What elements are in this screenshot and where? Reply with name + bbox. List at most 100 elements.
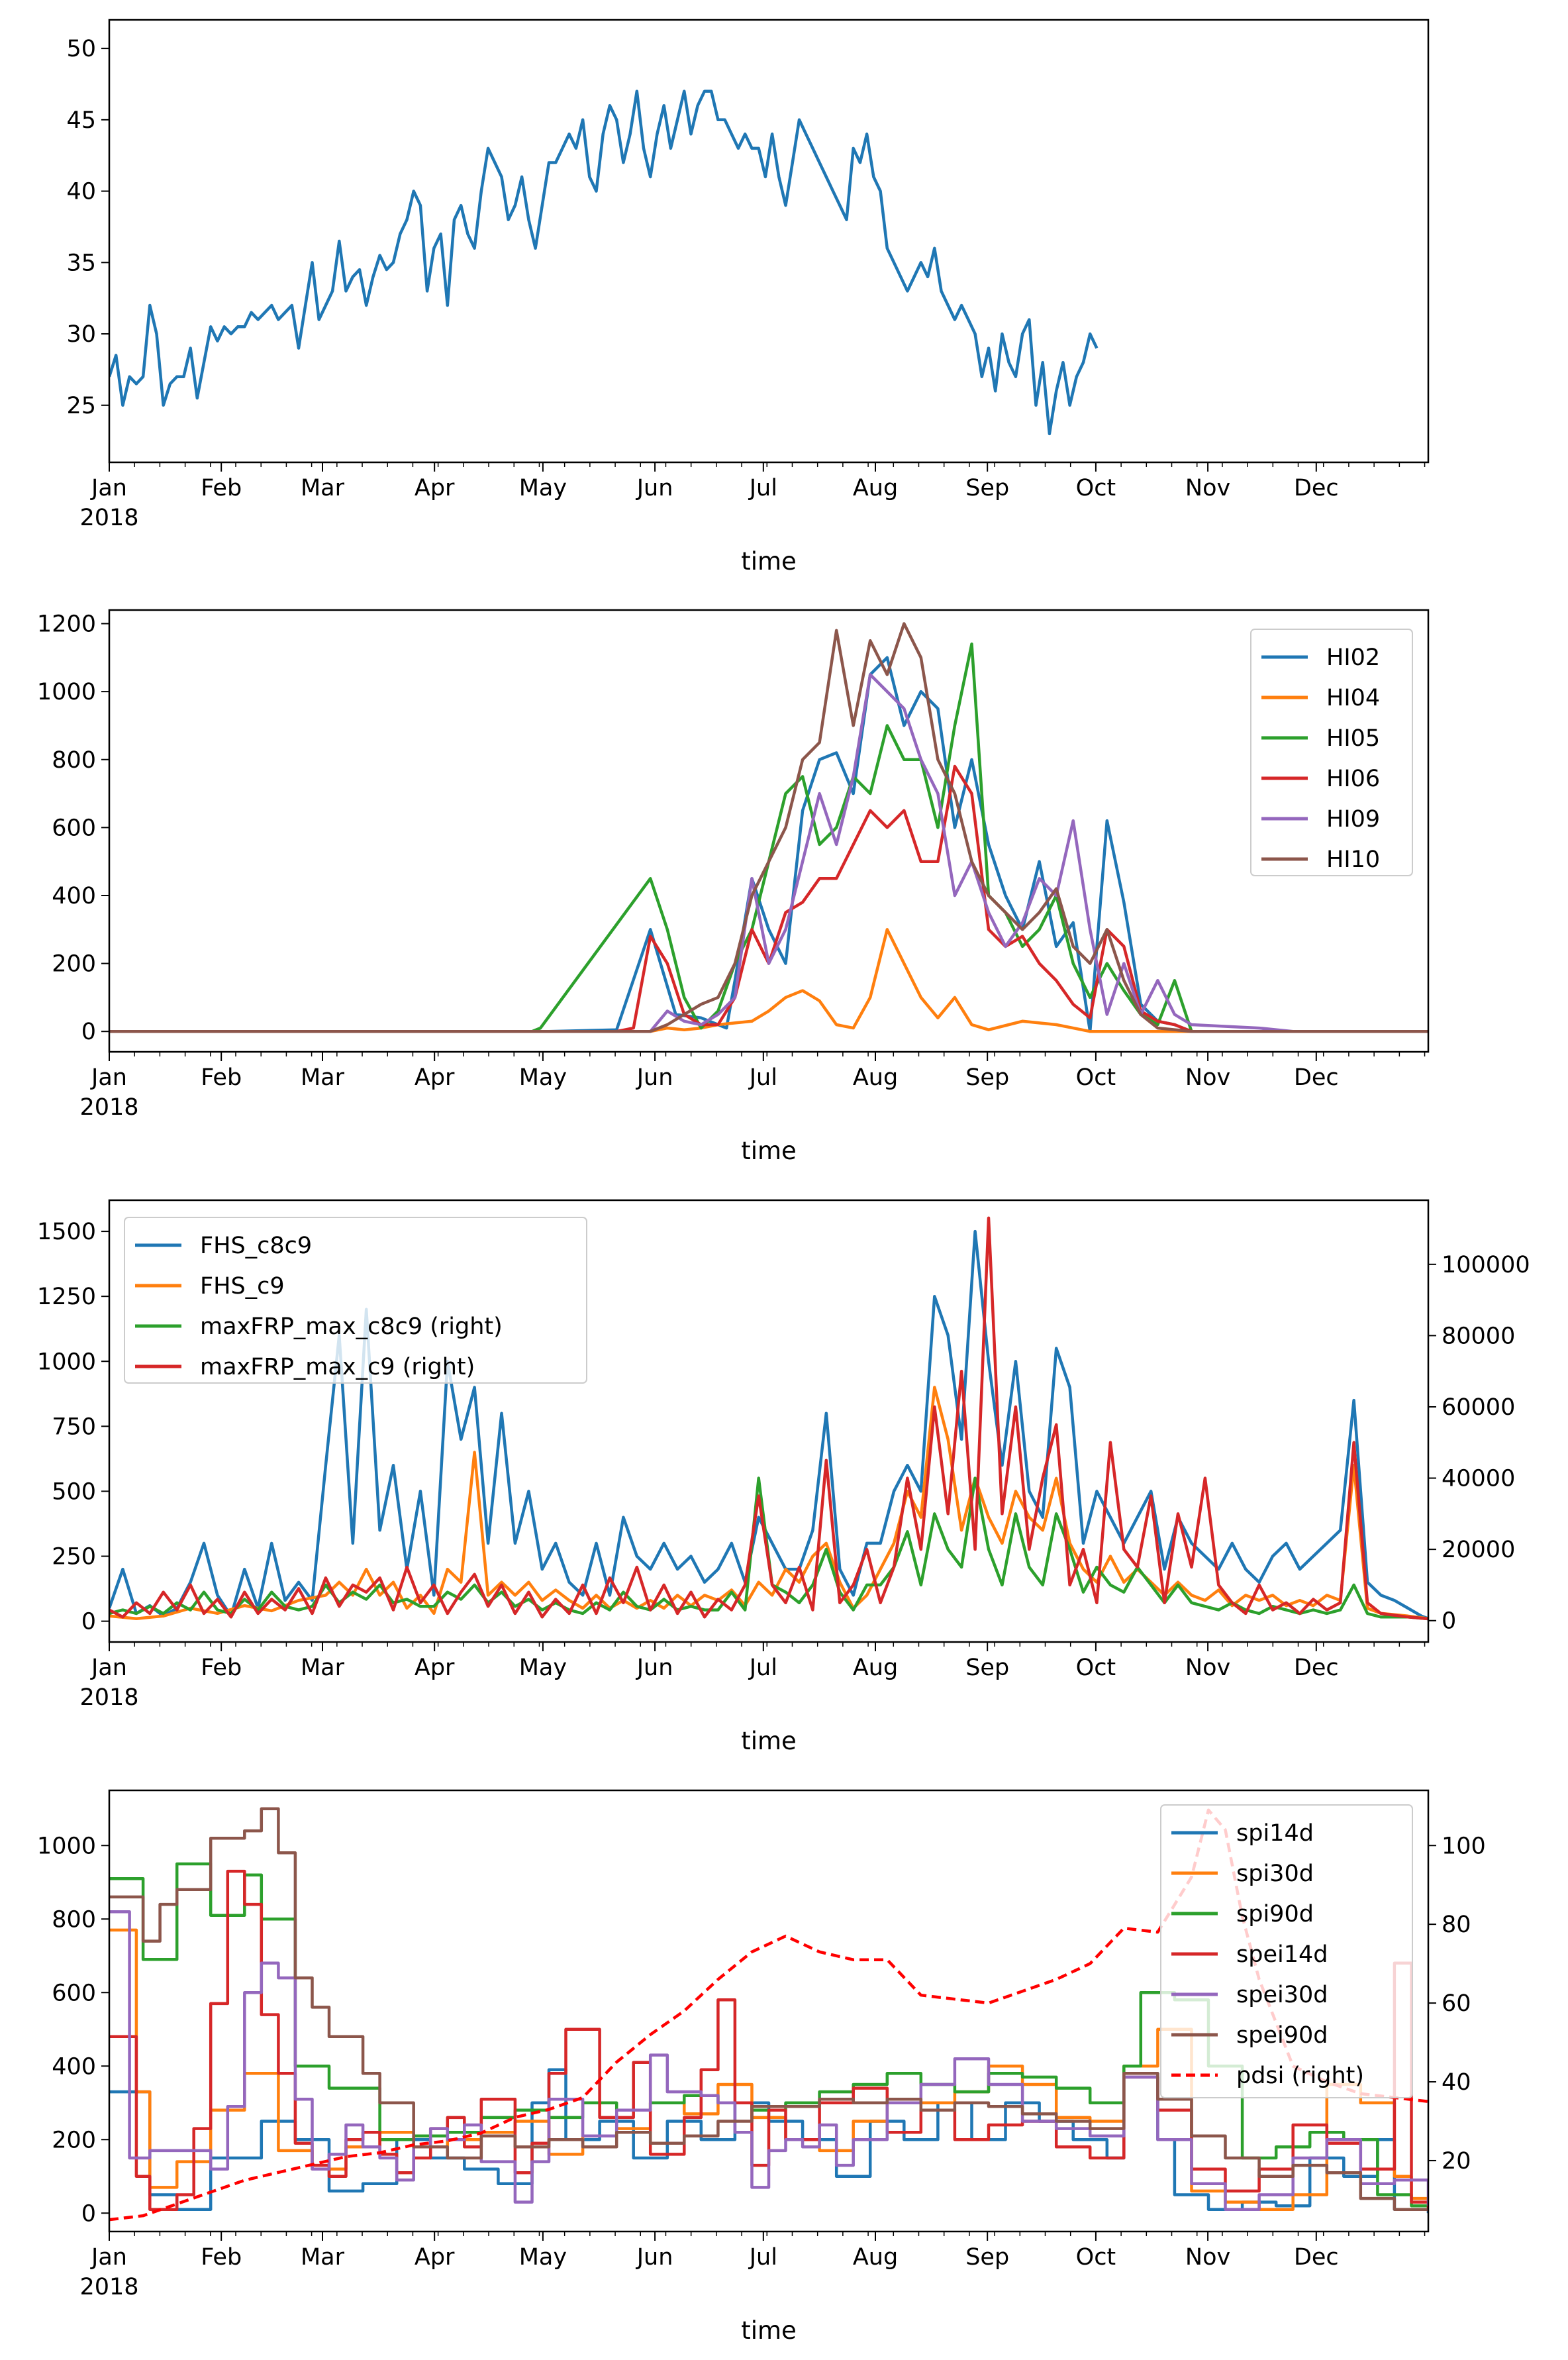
series-line-hi04 [109, 928, 1428, 1033]
chart-panel-1: 25 30 35 40 45 50 Jan Feb Mar Apr May Jun Jul Aug Sep O… [66, 19, 1430, 576]
y-tick-label: 600 [52, 1980, 96, 2006]
legend-label: maxFRP_max_c8c9 (right) [200, 1313, 503, 1340]
x-tick-label: Aug [853, 2244, 898, 2271]
x-axis-title: time [741, 547, 797, 576]
x-tick-label: Nov [1185, 475, 1230, 501]
y-tick-label: 1000 [37, 1833, 96, 1859]
x-tick-label: Oct [1076, 1064, 1116, 1091]
legend-label: HI06 [1326, 766, 1380, 792]
x-axis-title: time [741, 2316, 797, 2345]
legend-label: HI02 [1326, 644, 1380, 671]
y2-tick-label: 40 [1442, 2069, 1471, 2096]
legend-box [124, 1217, 587, 1384]
x-tick-label: Nov [1185, 2244, 1230, 2271]
x-tick-label: Mar [301, 475, 345, 501]
y-tick-label: 500 [52, 1478, 96, 1505]
y-tick-label: 1200 [37, 611, 96, 638]
x-tick-label: Jun [636, 475, 673, 501]
legend-label: HI10 [1326, 847, 1380, 873]
x-tick-label: Jul [748, 2244, 777, 2271]
legend-label: HI04 [1326, 685, 1380, 711]
x-tick-label: Mar [301, 1064, 345, 1091]
series-line-spei90d [109, 1807, 1428, 2212]
y2-tick-label: 60000 [1442, 1394, 1515, 1421]
y2-tick-label: 80000 [1442, 1323, 1515, 1349]
x-tick-label: Jan [90, 2244, 127, 2271]
x-tick-label: May [519, 2244, 567, 2271]
x-tick-label: Jan [90, 475, 127, 501]
x-tick-label: Apr [415, 475, 455, 501]
y2-tick-label: 40000 [1442, 1466, 1515, 1492]
x-tick-label: Jul [748, 1064, 777, 1091]
legend-label: maxFRP_max_c9 (right) [200, 1354, 475, 1380]
y2-tick-label: 0 [1442, 1608, 1456, 1635]
x-tick-label: Jan [90, 1655, 127, 1681]
y-tick-label: 45 [66, 107, 96, 134]
legend-label: spi14d [1236, 1820, 1314, 1847]
x-tick-label: Oct [1076, 475, 1116, 501]
x-tick-label: Sep [965, 2244, 1009, 2271]
x-tick-label: Apr [415, 1064, 455, 1091]
x-tick-label: Jun [636, 1064, 673, 1091]
legend-label: spi90d [1236, 1901, 1314, 1927]
axes-frame [108, 1789, 1430, 2233]
legend-label: spi30d [1236, 1861, 1314, 1887]
x-tick-label: May [519, 1064, 567, 1091]
series-line-spi14d [109, 2068, 1428, 2214]
y-tick-label: 600 [52, 815, 96, 841]
x-tick-label: Oct [1076, 1655, 1116, 1681]
x-tick-label: Jun [636, 2244, 673, 2271]
x-tick-label: Mar [301, 2244, 345, 2271]
x-tick-label: Feb [201, 2244, 242, 2271]
y-tick-label: 0 [81, 2200, 96, 2227]
x-tick-label: Feb [201, 475, 242, 501]
x-axis-title: time [741, 1137, 797, 1165]
x-tick-label: Feb [201, 1655, 242, 1681]
legend-label: HI05 [1326, 725, 1380, 752]
x-tick-label: Aug [853, 1064, 898, 1091]
y-tick-label: 25 [66, 393, 96, 419]
y2-tick-label: 20000 [1442, 1537, 1515, 1563]
x-tick-label: Oct [1076, 2244, 1116, 2271]
legend-label: FHS_c8c9 [200, 1233, 312, 1259]
x-tick-label: Dec [1294, 475, 1339, 501]
series-line-maxfrp-max-c9-right- [109, 1216, 1428, 1621]
y-tick-label: 250 [52, 1544, 96, 1570]
y2-tick-label: 100 [1442, 1833, 1486, 1859]
x-tick-label: Nov [1185, 1064, 1230, 1091]
legend-label: spei14d [1236, 1941, 1328, 1968]
axes-frame [108, 609, 1430, 1053]
x-year-label: 2018 [79, 1094, 138, 1121]
y2-tick-label: 60 [1442, 1990, 1471, 2017]
x-tick-label: Dec [1294, 1064, 1339, 1091]
chart-panel-2: 0 200 400 600 800 1000 1200 Jan Feb Mar Apr May Jun J… [37, 609, 1430, 1165]
x-tick-label: Dec [1294, 1655, 1339, 1681]
x-axis-title: time [741, 1727, 797, 1755]
legend-label: spei90d [1236, 2022, 1328, 2049]
x-tick-label: Sep [965, 1655, 1009, 1681]
series-line-maxfrp-max-c8c9-right- [109, 1476, 1428, 1621]
x-tick-label: Apr [415, 2244, 455, 2271]
x-tick-label: May [519, 475, 567, 501]
y-tick-label: 400 [52, 883, 96, 909]
x-tick-label: Apr [415, 1655, 455, 1681]
series-line-fhs-c9 [109, 1386, 1428, 1620]
x-tick-label: Jul [748, 1655, 777, 1681]
y-tick-label: 35 [66, 250, 96, 276]
x-tick-label: Sep [965, 1064, 1009, 1091]
x-tick-label: Aug [853, 1655, 898, 1681]
legend-box [1160, 1804, 1413, 2098]
y-tick-label: 40 [66, 179, 96, 205]
x-tick-label: Mar [301, 1655, 345, 1681]
plot-area [109, 1216, 1428, 1621]
legend: HI02 HI04 HI05 HI06 HI09 HI10 [1250, 629, 1413, 876]
legend-label: HI09 [1326, 806, 1380, 833]
legend: FHS_c8c9 FHS_c9 maxFRP_max_c8c9 (right) max… [124, 1217, 587, 1384]
chart-panel-4: 0 200 400 600 800 1000 20 40 60 80 100 Jan Feb Mar Apr… [37, 1789, 1486, 2345]
legend-label: FHS_c9 [200, 1273, 285, 1300]
x-year-label: 2018 [79, 505, 138, 531]
plot-area [109, 622, 1428, 1033]
axes-frame [108, 1199, 1430, 1643]
y-tick-label: 200 [52, 951, 96, 978]
y-tick-label: 1250 [37, 1284, 96, 1310]
